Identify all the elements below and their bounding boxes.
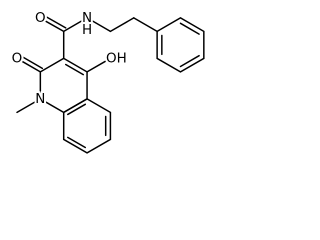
atom-label: O (35, 10, 46, 26)
atom-label: N (82, 10, 92, 26)
phenyl-ring (156, 17, 205, 73)
atom-label: H (82, 22, 92, 38)
bond (16, 98, 42, 114)
structure: O N H OH O N (10, 8, 205, 154)
atom-label: OH (106, 50, 127, 66)
double-bond (21, 56, 44, 70)
bond (19, 59, 42, 73)
atom-label: N (35, 91, 45, 107)
double-bond (44, 15, 67, 29)
bond (89, 18, 112, 33)
pyridinone-ring (39, 57, 88, 114)
double-bond (64, 63, 85, 76)
bond (133, 17, 158, 33)
bond (62, 18, 85, 33)
double-bond (179, 22, 200, 35)
double-bond (67, 136, 87, 149)
bond (109, 17, 135, 33)
molecule-diagram: O N H OH O N (10, 8, 205, 154)
double-bond (67, 103, 87, 116)
atom-label: O (12, 50, 23, 66)
double-bond (179, 54, 200, 68)
benzo-ring (62, 98, 112, 154)
bond (42, 19, 65, 33)
bond (86, 59, 108, 73)
